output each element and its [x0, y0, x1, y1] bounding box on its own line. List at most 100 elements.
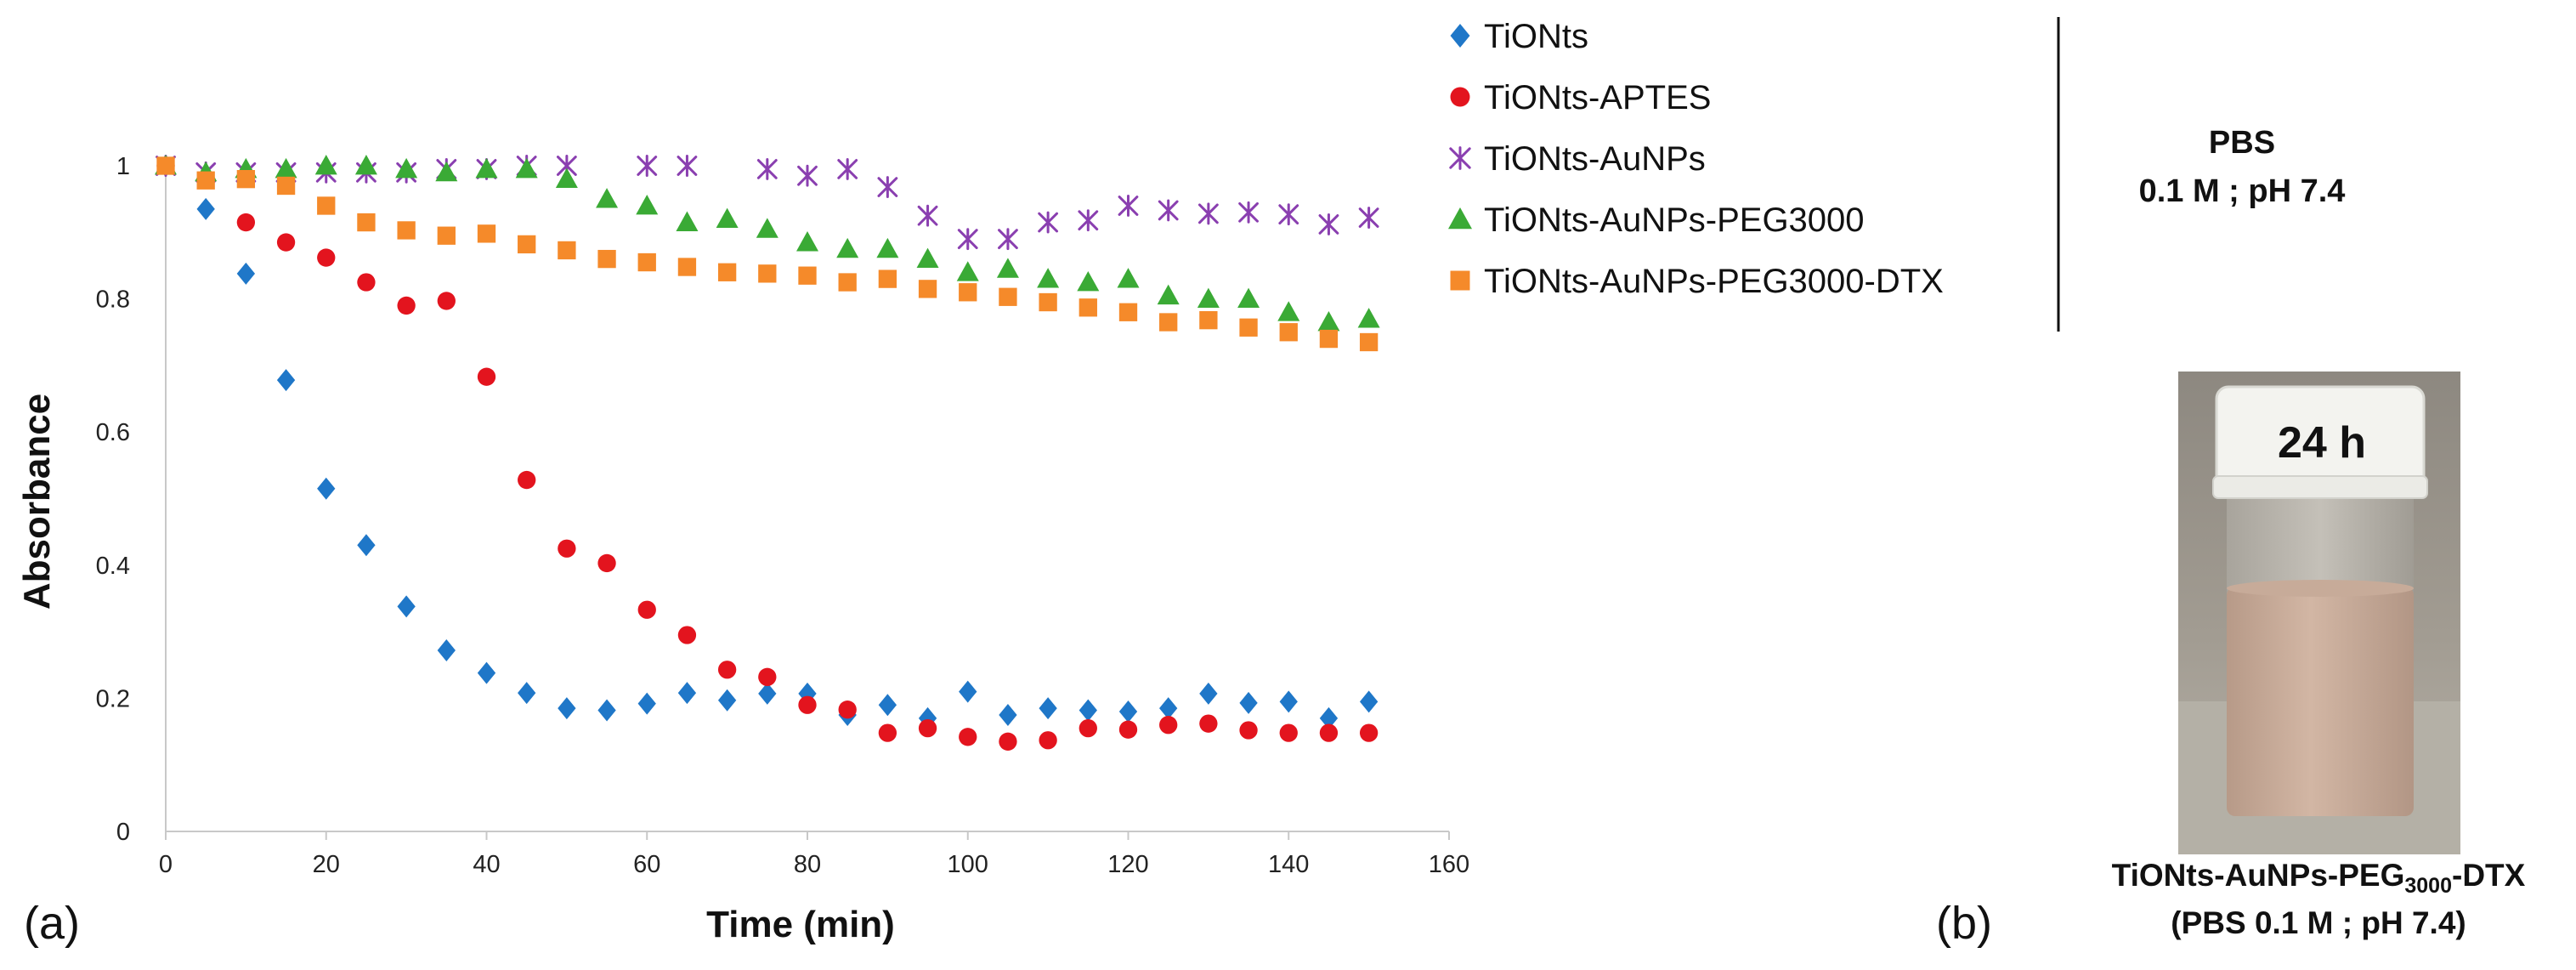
y-axis-ticks: 0 0.2 0.4 0.6 0.8 1 [96, 153, 130, 846]
point-tionts-aunps-peg3000 [836, 237, 859, 258]
point-tionts-aunps-peg3000-dtx [597, 249, 616, 269]
point-tionts [1279, 690, 1298, 713]
point-tionts-aptes [276, 233, 296, 252]
point-tionts-aptes [437, 292, 456, 310]
point-tionts-aptes [1359, 723, 1379, 742]
point-tionts [959, 680, 977, 703]
legend-marker-tionts-aunps [1449, 146, 1471, 170]
point-tionts [1079, 699, 1097, 722]
point-tionts-aunps-peg3000 [1157, 284, 1180, 305]
point-tionts-aunps-peg3000 [515, 157, 538, 179]
point-tionts-aptes [1079, 718, 1097, 738]
point-tionts-aunps-peg3000-dtx [717, 263, 737, 281]
y-tick-label: 0.8 [96, 286, 130, 314]
point-tionts-aunps-peg3000 [996, 258, 1019, 278]
point-tionts-aunps [1278, 203, 1299, 226]
x-tick-label: 60 [633, 851, 660, 878]
point-tionts [1039, 697, 1057, 720]
point-tionts-aptes [798, 695, 817, 714]
point-tionts-aunps [1197, 202, 1219, 225]
point-tionts-aunps-peg3000 [916, 247, 939, 269]
photo-caption: TiONts-AuNPs-PEG3000-DTX [2112, 858, 2526, 898]
point-tionts-aunps-peg3000 [876, 237, 899, 258]
point-tionts [1159, 697, 1178, 720]
point-tionts-aunps-peg3000 [636, 194, 659, 215]
point-tionts [477, 661, 496, 684]
point-tionts-aptes [758, 667, 777, 687]
point-tionts-aunps [837, 157, 858, 180]
point-tionts [637, 692, 656, 715]
legend-marker-tionts-aunps-peg3000-dtx [1450, 270, 1470, 291]
x-tick-label: 20 [313, 851, 340, 878]
y-tick-label: 0.2 [96, 685, 130, 712]
point-tionts-aunps-peg3000-dtx [798, 266, 817, 285]
point-tionts-aptes [518, 470, 536, 490]
point-tionts [518, 682, 536, 705]
point-tionts-aunps-peg3000-dtx [156, 156, 175, 175]
point-tionts-aunps-peg3000 [475, 157, 498, 179]
point-tionts-aunps-peg3000-dtx [1039, 292, 1057, 312]
point-tionts [677, 682, 697, 705]
x-tick-label: 80 [794, 851, 821, 878]
point-tionts-aunps-peg3000 [956, 261, 979, 281]
point-tionts-aptes [677, 626, 697, 644]
point-tionts-aunps-peg3000-dtx [838, 273, 857, 292]
point-tionts-aunps [1038, 211, 1059, 234]
point-tionts-aptes [878, 723, 897, 742]
x-tick-label: 0 [159, 851, 173, 878]
condition-label-pbs: PBS [2209, 125, 2275, 161]
legend-label-tionts-aunps-peg3000-dtx: TiONts-AuNPs-PEG3000-DTX [1484, 263, 1944, 300]
y-tick-label: 0 [116, 819, 130, 846]
point-tionts-aunps-peg3000-dtx [1118, 303, 1138, 321]
point-tionts-aptes [397, 296, 416, 315]
point-tionts-aptes [1279, 723, 1298, 742]
point-tionts-aunps-peg3000 [796, 231, 818, 252]
point-tionts-aunps-peg3000-dtx [1319, 329, 1339, 349]
point-tionts [1359, 690, 1379, 713]
point-tionts-aptes [477, 367, 496, 386]
point-tionts-aunps [756, 157, 778, 180]
point-tionts-aunps-peg3000 [275, 157, 297, 179]
photo-caption-conditions: (PBS 0.1 M ; pH 7.4) [2171, 905, 2466, 940]
point-tionts-aunps [1358, 207, 1379, 230]
point-tionts [1118, 701, 1138, 723]
point-tionts-aptes [597, 553, 616, 573]
point-tionts-aunps-peg3000-dtx [637, 252, 656, 272]
point-tionts-aunps-peg3000-dtx [1079, 298, 1097, 317]
point-tionts-aunps-peg3000 [756, 218, 778, 238]
vial-time-label: 24 h [2278, 418, 2366, 468]
point-tionts [597, 699, 616, 722]
vial-cap-rim [2212, 475, 2428, 499]
point-tionts-aunps-peg3000-dtx [317, 196, 336, 215]
point-tionts-aunps [637, 155, 658, 177]
point-tionts-aunps-peg3000-dtx [918, 280, 937, 298]
point-tionts-aunps-peg3000-dtx [758, 264, 777, 283]
point-tionts-aunps-peg3000 [354, 155, 377, 175]
point-tionts-aunps-peg3000 [676, 211, 699, 231]
point-tionts-aptes [1319, 723, 1339, 742]
condition-label-concentration: 0.1 M ; pH 7.4 [2139, 173, 2346, 209]
point-tionts [558, 697, 576, 720]
point-tionts-aptes [959, 728, 977, 746]
legend-label-tionts-aptes: TiONts-APTES [1484, 79, 1711, 116]
point-tionts-aunps-peg3000 [1077, 271, 1100, 292]
point-tionts [196, 197, 215, 220]
y-axis-title: Absorbance [16, 394, 58, 610]
point-tionts-aptes [717, 661, 737, 679]
y-tick-label: 0.4 [96, 553, 130, 580]
point-tionts-aunps [1238, 201, 1259, 224]
point-tionts [357, 534, 376, 557]
point-tionts-aptes [1159, 716, 1178, 735]
data-points [155, 155, 1380, 751]
caption-suffix: -DTX [2452, 858, 2526, 893]
point-tionts-aunps-peg3000 [314, 155, 337, 175]
point-tionts [317, 477, 336, 500]
point-tionts-aptes [838, 701, 857, 719]
point-tionts [1319, 706, 1339, 729]
point-tionts-aunps [797, 164, 818, 187]
point-tionts-aunps-peg3000 [1277, 301, 1300, 321]
point-tionts-aunps [1158, 199, 1179, 222]
point-tionts-aunps [677, 155, 698, 177]
point-tionts-aunps [1318, 213, 1339, 235]
point-tionts-aunps-peg3000 [395, 157, 418, 179]
